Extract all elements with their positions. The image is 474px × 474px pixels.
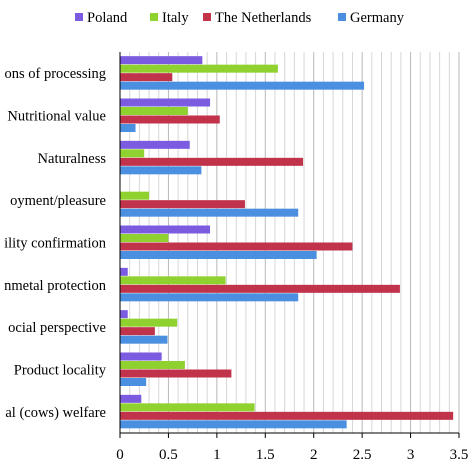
x-tick-label: 1 — [213, 447, 221, 463]
category-label: nmetal protection — [4, 278, 107, 294]
x-tick-label: 0.5 — [159, 447, 178, 463]
category-label: al (cows) welfare — [5, 405, 106, 421]
category-label: Nutritional value — [7, 109, 106, 125]
legend-swatch — [203, 13, 211, 21]
bar-italy — [120, 149, 145, 158]
bar-the-netherlands — [120, 284, 400, 293]
x-tick-label: 1.5 — [256, 447, 275, 463]
category-label: ons of processing — [5, 66, 107, 82]
bar-italy — [120, 276, 226, 285]
bar-the-netherlands — [120, 327, 155, 336]
legend-label: Italy — [162, 10, 189, 26]
bar-italy — [120, 191, 150, 200]
category-label: Naturalness — [38, 151, 107, 167]
x-tick-label: 0 — [116, 447, 124, 463]
bar-italy — [120, 107, 188, 115]
legend-swatch — [150, 13, 158, 21]
bar-germany — [120, 81, 365, 90]
legend-label: Germany — [350, 10, 405, 26]
bar-germany — [120, 293, 299, 302]
category-label: ocial perspective — [8, 320, 106, 336]
bar-germany — [120, 166, 202, 175]
bar-italy — [120, 361, 185, 369]
bar-italy — [120, 318, 178, 327]
bar-poland — [120, 352, 162, 361]
bar-germany — [120, 251, 317, 259]
bar-the-netherlands — [120, 369, 232, 378]
bar-germany — [120, 208, 299, 217]
category-label: oyment/pleasure — [10, 193, 106, 209]
bar-germany — [120, 335, 168, 344]
bar-poland — [120, 140, 190, 149]
bar-germany — [120, 420, 347, 429]
legend-swatch — [338, 13, 346, 21]
bar-poland — [120, 225, 211, 234]
bar-poland — [120, 394, 142, 403]
x-tick-label: 2.5 — [353, 447, 372, 463]
bar-poland — [120, 267, 128, 276]
x-tick-label: 2 — [310, 447, 318, 463]
bar-the-netherlands — [120, 115, 220, 124]
bar-germany — [120, 378, 147, 386]
bar-italy — [120, 234, 169, 242]
bar-the-netherlands — [120, 411, 454, 420]
legend-label: The Netherlands — [215, 10, 312, 26]
x-axis: 0 0.5 1 1.5 2 2.5 3 3.5 — [116, 52, 468, 463]
category-label: Product locality — [14, 363, 107, 379]
category-labels: ons of processing Nutritional value Natura… — [4, 66, 107, 421]
bar-the-netherlands — [120, 242, 353, 251]
bars — [120, 56, 454, 429]
x-tick-label: 3 — [407, 447, 415, 463]
legend-swatch — [75, 13, 83, 21]
bar-italy — [120, 403, 255, 412]
bar-germany — [120, 124, 136, 132]
category-label: ility confirmation — [4, 236, 107, 252]
legend-label: Poland — [87, 10, 128, 26]
legend: Poland Italy The Netherlands Germany — [75, 10, 405, 26]
bar-the-netherlands — [120, 157, 304, 166]
x-tick-label: 3.5 — [450, 447, 469, 463]
bar-poland — [120, 310, 128, 319]
bar-the-netherlands — [120, 200, 245, 209]
bar-poland — [120, 56, 203, 65]
bar-italy — [120, 64, 278, 73]
bar-poland — [120, 98, 211, 107]
bar-the-netherlands — [120, 73, 173, 82]
